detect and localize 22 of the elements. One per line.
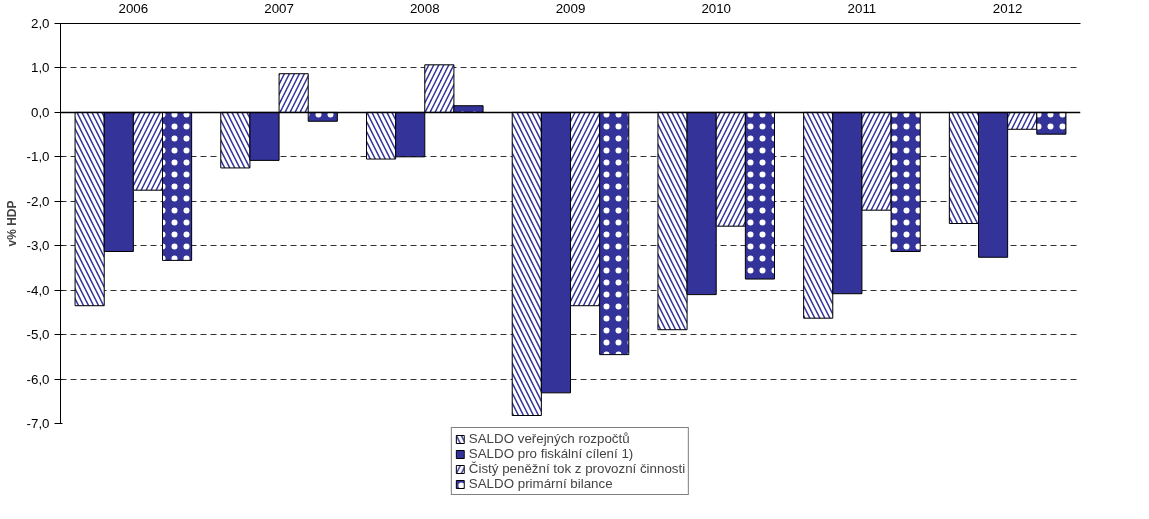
x-tick-label: 2006 <box>118 0 149 16</box>
y-tick-label: -6,0 <box>26 371 50 387</box>
y-tick-label: -4,0 <box>26 282 50 298</box>
x-tick-label: 2007 <box>264 0 294 16</box>
x-tick-label: 2010 <box>701 0 732 16</box>
y-tick-label: -3,0 <box>26 238 50 254</box>
x-tick-label: 2011 <box>847 0 877 16</box>
y-axis-title: v% HDP <box>4 200 19 247</box>
y-tick-label: 0,0 <box>30 104 50 120</box>
y-tick-label: 2,0 <box>30 16 50 31</box>
x-tick-label: 2009 <box>555 0 586 16</box>
legend-label: SALDO veřejných rozpočtů <box>468 431 630 446</box>
legend-label: SALDO primární bilance <box>468 476 613 491</box>
x-tick-label: 2008 <box>409 0 440 16</box>
x-tick-label: 2012 <box>992 0 1023 16</box>
y-tick-label: -7,0 <box>26 416 50 431</box>
legend-label: SALDO pro fiskální cílení 1) <box>468 446 634 461</box>
y-tick-label: -5,0 <box>26 327 50 343</box>
y-tick-label: -1,0 <box>26 149 50 165</box>
y-tick-label: -2,0 <box>26 193 50 209</box>
legend-label: Čistý peněžní tok z provozní činnosti <box>468 461 686 476</box>
y-tick-label: 1,0 <box>30 60 50 76</box>
